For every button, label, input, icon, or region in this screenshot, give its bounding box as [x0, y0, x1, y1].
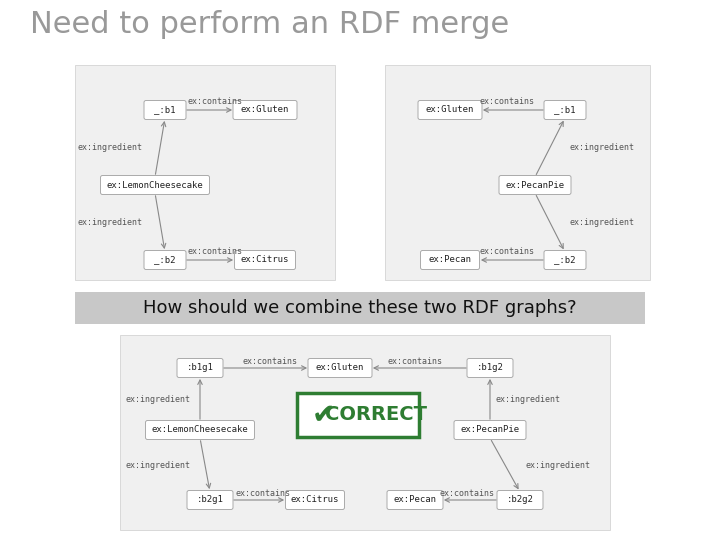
- Text: ex:ingredient: ex:ingredient: [495, 395, 560, 403]
- Text: ex:contains: ex:contains: [480, 98, 535, 106]
- FancyBboxPatch shape: [101, 176, 210, 194]
- Text: ex:contains: ex:contains: [235, 489, 290, 497]
- Text: ex:Gluten: ex:Gluten: [316, 363, 364, 373]
- Text: :b2g2: :b2g2: [507, 496, 534, 504]
- Text: ex:contains: ex:contains: [480, 247, 535, 256]
- FancyBboxPatch shape: [308, 359, 372, 377]
- Text: ex:PecanPie: ex:PecanPie: [460, 426, 520, 435]
- FancyBboxPatch shape: [385, 65, 650, 280]
- FancyBboxPatch shape: [75, 65, 335, 280]
- Text: ex:Pecan: ex:Pecan: [394, 496, 436, 504]
- FancyBboxPatch shape: [387, 490, 443, 510]
- Text: CORRECT: CORRECT: [325, 406, 427, 424]
- Text: ✔: ✔: [311, 401, 335, 429]
- Text: _:b1: _:b1: [554, 105, 576, 114]
- Text: ex:ingredient: ex:ingredient: [525, 461, 590, 469]
- Text: ex:contains: ex:contains: [440, 489, 495, 497]
- FancyBboxPatch shape: [454, 421, 526, 440]
- Text: :b1g2: :b1g2: [477, 363, 503, 373]
- Text: ex:Pecan: ex:Pecan: [428, 255, 472, 265]
- Text: ex:ingredient: ex:ingredient: [570, 143, 635, 152]
- FancyBboxPatch shape: [497, 490, 543, 510]
- FancyBboxPatch shape: [286, 490, 344, 510]
- Text: ex:ingredient: ex:ingredient: [77, 143, 142, 152]
- FancyBboxPatch shape: [187, 490, 233, 510]
- Text: ex:Citrus: ex:Citrus: [291, 496, 339, 504]
- Text: ex:ingredient: ex:ingredient: [125, 395, 190, 403]
- Text: ex:contains: ex:contains: [187, 98, 243, 106]
- Text: ex:Gluten: ex:Gluten: [426, 105, 474, 114]
- FancyBboxPatch shape: [544, 251, 586, 269]
- FancyBboxPatch shape: [544, 100, 586, 119]
- Text: :b2g1: :b2g1: [197, 496, 223, 504]
- Text: How should we combine these two RDF graphs?: How should we combine these two RDF grap…: [143, 299, 577, 317]
- FancyBboxPatch shape: [120, 335, 610, 530]
- FancyBboxPatch shape: [145, 421, 254, 440]
- FancyBboxPatch shape: [235, 251, 295, 269]
- Text: ex:contains: ex:contains: [387, 356, 443, 366]
- Text: ex:PecanPie: ex:PecanPie: [505, 180, 564, 190]
- Text: ex:contains: ex:contains: [187, 247, 243, 256]
- Text: Need to perform an RDF merge: Need to perform an RDF merge: [30, 10, 509, 39]
- FancyBboxPatch shape: [144, 100, 186, 119]
- FancyBboxPatch shape: [467, 359, 513, 377]
- FancyBboxPatch shape: [420, 251, 480, 269]
- Text: _:b2: _:b2: [154, 255, 176, 265]
- Text: ex:contains: ex:contains: [243, 356, 297, 366]
- Text: _:b1: _:b1: [154, 105, 176, 114]
- Text: ex:ingredient: ex:ingredient: [570, 218, 635, 227]
- Text: ex:ingredient: ex:ingredient: [77, 218, 142, 227]
- Text: ex:Citrus: ex:Citrus: [240, 255, 289, 265]
- Text: ex:LemonCheesecake: ex:LemonCheesecake: [107, 180, 203, 190]
- FancyBboxPatch shape: [233, 100, 297, 119]
- FancyBboxPatch shape: [499, 176, 571, 194]
- FancyBboxPatch shape: [297, 393, 419, 437]
- Text: ex:LemonCheesecake: ex:LemonCheesecake: [152, 426, 248, 435]
- FancyBboxPatch shape: [144, 251, 186, 269]
- Text: :b1g1: :b1g1: [186, 363, 213, 373]
- FancyBboxPatch shape: [418, 100, 482, 119]
- Text: ex:Gluten: ex:Gluten: [240, 105, 289, 114]
- FancyBboxPatch shape: [75, 292, 645, 324]
- Text: _:b2: _:b2: [554, 255, 576, 265]
- FancyBboxPatch shape: [177, 359, 223, 377]
- Text: ex:ingredient: ex:ingredient: [125, 461, 190, 469]
